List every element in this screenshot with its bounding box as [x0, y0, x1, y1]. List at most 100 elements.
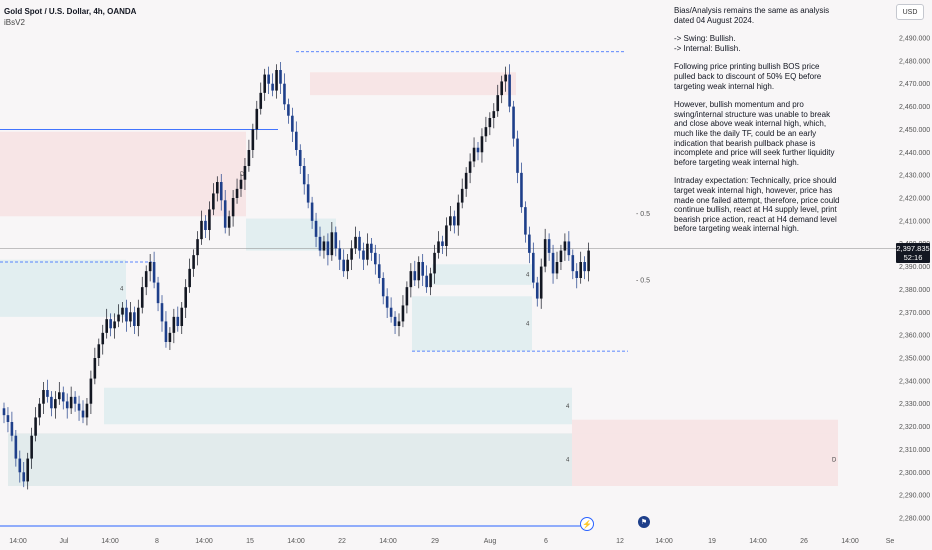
zone-label: D: [240, 172, 245, 178]
candle-body: [314, 220, 318, 237]
time-tick-label: Jul: [60, 538, 69, 545]
candle-body: [54, 399, 57, 409]
price-tick-label: 2,430.000: [899, 173, 930, 180]
candle-body: [460, 188, 464, 203]
candle-body: [271, 83, 274, 91]
candle-body: [231, 198, 235, 217]
candle-body: [528, 234, 531, 253]
time-tick-label: 26: [800, 538, 808, 545]
time-tick-label: 29: [431, 538, 439, 545]
price-tick-label: 2,300.000: [899, 470, 930, 477]
price-tick-label: 2,380.000: [899, 287, 930, 294]
candle-body: [389, 307, 393, 317]
candle-body: [370, 243, 373, 253]
candle-body: [140, 287, 144, 308]
price-tick-label: 2,490.000: [899, 36, 930, 43]
candle-body: [409, 271, 413, 288]
candle-body: [148, 262, 152, 272]
candle-body: [259, 92, 263, 109]
price-tick-label: 2,410.000: [899, 218, 930, 225]
eq-label: - 0.5: [636, 211, 650, 218]
price-axis[interactable]: 2,490.000 2,480.000 2,470.000 2,460.000 2,45…: [899, 36, 930, 523]
candle-body: [176, 316, 180, 326]
candle-body: [117, 314, 120, 322]
analysis-note: Bias/Analysis remains the same as analys…: [674, 6, 842, 243]
candle-body: [350, 248, 353, 260]
candle-body: [532, 252, 535, 283]
candle-body: [168, 332, 172, 342]
candle-body: [275, 70, 278, 91]
candle-body: [235, 188, 239, 198]
indicator-name[interactable]: iBsV2: [4, 18, 25, 27]
candle-body: [164, 321, 168, 342]
candle-body: [255, 108, 259, 130]
price-tick-label: 2,350.000: [899, 356, 930, 363]
candle-body: [563, 241, 567, 251]
candle-body: [14, 435, 18, 459]
candle-body: [456, 202, 460, 226]
time-tick-label: Se: [886, 538, 895, 545]
current-price-badge: 2,397.835 52:16: [896, 243, 930, 263]
candle-body: [208, 209, 211, 230]
flag-icon[interactable]: ⚑: [638, 516, 650, 528]
candle-body: [223, 200, 227, 228]
candle-body: [441, 241, 444, 246]
candle-body: [381, 278, 385, 297]
candle-body: [306, 184, 310, 203]
candle-body: [484, 127, 488, 137]
price-tick-label: 2,290.000: [899, 493, 930, 500]
analysis-paragraph: -> Swing: Bullish. -> Internal: Bullish.: [674, 34, 741, 53]
time-tick-label: 14:00: [101, 538, 119, 545]
time-tick-label: 14:00: [749, 538, 767, 545]
time-tick-label: 14:00: [655, 538, 673, 545]
candle-body: [180, 307, 184, 326]
candle-body: [468, 161, 472, 173]
candle-body: [184, 287, 187, 308]
candle-body: [504, 74, 507, 82]
price-tick-label: 2,360.000: [899, 333, 930, 340]
lightning-icon[interactable]: ⚡: [580, 517, 594, 531]
levels-layer: [0, 51, 896, 527]
candle-body: [239, 179, 243, 189]
candle-body: [397, 321, 401, 326]
price-tick-label: 2,480.000: [899, 58, 930, 65]
candle-body: [125, 307, 128, 322]
price-tick-label: 2,370.000: [899, 310, 930, 317]
price-tick-label: 2,280.000: [899, 516, 930, 523]
zone-label: 4: [526, 273, 530, 279]
candle-body: [472, 147, 476, 162]
price-tick-label: 2,320.000: [899, 424, 930, 431]
candle-body: [283, 83, 286, 105]
candle-body: [6, 415, 10, 422]
candle-body: [555, 262, 559, 274]
demand-zone: [412, 296, 532, 352]
candle-body: [137, 307, 140, 326]
candle-body: [587, 250, 590, 272]
demand-zone: [104, 387, 572, 425]
candle-body: [152, 262, 156, 283]
symbol-title[interactable]: Gold Spot / U.S. Dollar, 4h, OANDA: [4, 7, 137, 16]
candle-body: [551, 252, 555, 274]
candle-body: [346, 259, 349, 272]
candle-body: [366, 243, 369, 260]
time-axis[interactable]: 14:00 Jul 14:00 8 14:00 15 14:00 22 14:00 29 Aug 6 1…: [9, 538, 894, 545]
candle-body: [26, 458, 29, 482]
candle-body: [362, 250, 365, 260]
candle-body: [405, 287, 409, 306]
current-price-value: 2,397.835: [896, 244, 930, 253]
candle-body: [298, 150, 302, 166]
candle-body: [192, 255, 195, 269]
bar-countdown: 52:16: [903, 253, 923, 262]
zone-label: 4: [526, 322, 530, 328]
currency-button[interactable]: USD: [896, 4, 924, 20]
candle-body: [583, 262, 586, 272]
candle-body: [322, 241, 326, 251]
analysis-paragraph: Following price printing bullish BOS pri…: [674, 62, 822, 91]
candle-body: [2, 408, 6, 416]
candle-body: [81, 410, 85, 418]
candle-body: [543, 239, 547, 267]
candle-body: [535, 282, 539, 299]
candle-body: [417, 262, 421, 281]
candle-body: [227, 216, 231, 228]
